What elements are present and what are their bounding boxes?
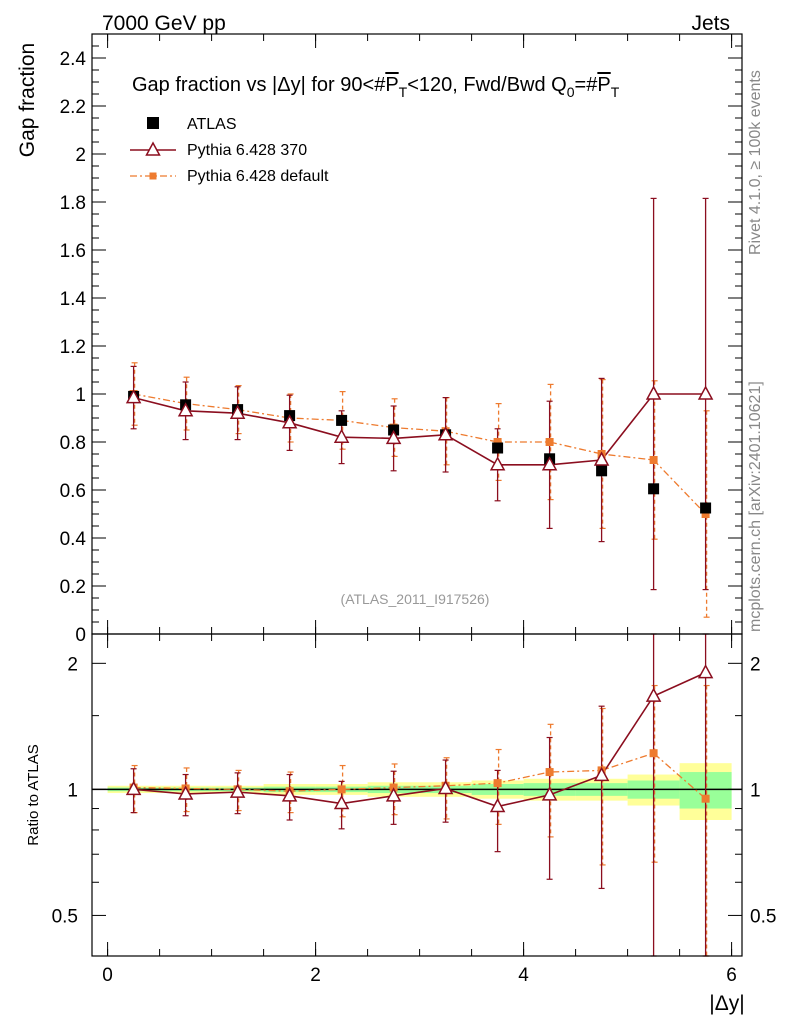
ratio-pythia370-point [699, 666, 712, 678]
rivet-label: Rivet 4.1.0, ≥ 100k events [747, 70, 764, 255]
x-tick-label: 4 [518, 965, 529, 986]
ratio-pythia370-point [647, 689, 660, 701]
atlas-point [596, 465, 607, 476]
legend-pythia370-label: Pythia 6.428 370 [187, 142, 307, 159]
pythia-default-point [650, 456, 658, 464]
pythia370-point [647, 387, 660, 399]
main-y-axis-title: Gap fraction [16, 43, 39, 157]
main-y-tick-label: 1.6 [60, 241, 86, 262]
ratio-pythia-default-point [546, 768, 554, 776]
x-tick-label: 2 [310, 965, 321, 986]
x-tick-label: 0 [102, 965, 113, 986]
legend-pythia370-marker [147, 143, 160, 155]
main-y-tick-label: 2 [75, 145, 86, 166]
main-y-tick-label: 0.8 [60, 433, 86, 454]
main-y-tick-label: 1.4 [60, 289, 87, 310]
legend-atlas-label: ATLAS [187, 116, 237, 133]
gap-fraction-plot: 7000 GeV pp Jets Rivet 4.1.0, ≥ 100k eve… [0, 0, 786, 1024]
legend-pythia-default-label: Pythia 6.428 default [187, 168, 329, 185]
ratio-y-tick-label-right: 1 [750, 780, 761, 801]
main-y-tick-label: 0.2 [60, 577, 86, 598]
ratio-pythia-default-point [702, 795, 710, 803]
atlas-point [700, 503, 711, 514]
pythia370-point [491, 458, 504, 470]
main-y-tick-label: 0.4 [60, 529, 87, 550]
main-y-tick-label: 2.2 [60, 97, 86, 118]
ratio-y-tick-label: 2 [67, 654, 78, 675]
main-y-tick-label: 2.4 [60, 49, 87, 70]
main-y-tick-label: 1 [75, 385, 86, 406]
legend: ATLAS Pythia 6.428 370 Pythia 6.428 defa… [130, 116, 329, 185]
ratio-y-tick-label: 1 [67, 780, 78, 801]
ratio-pythia-default-point [338, 785, 346, 793]
atlas-point [648, 483, 659, 494]
x-axis-title: |Δy| [709, 992, 744, 1015]
main-panel-marks [127, 198, 712, 617]
axes: 0 0.2 0.4 0.6 0.8 1 1.2 1.4 1.6 1.8 2 2.2 2.4 0 2 4 6 0.5… [52, 34, 777, 986]
ratio-y-axis-title: Ratio to ATLAS [25, 744, 42, 845]
ratio-y-tick-label-right: 2 [750, 654, 761, 675]
plot-title: Gap fraction vs |Δy| for 90<#PT<120, Fwd… [132, 74, 620, 100]
mcplots-label: mcplots.cern.ch [arXiv:2401.10621] [747, 381, 764, 632]
analysis-id-label: (ATLAS_2011_I917526) [341, 591, 490, 607]
legend-atlas-marker [147, 117, 159, 129]
main-y-tick-label: 1.8 [60, 193, 86, 214]
x-tick-label: 6 [726, 965, 737, 986]
ratio-y-tick-label: 0.5 [52, 906, 78, 927]
legend-pythia-default-marker [150, 173, 157, 180]
process-label: Jets [691, 12, 730, 35]
energy-label: 7000 GeV pp [102, 12, 226, 35]
atlas-point [492, 443, 503, 454]
ratio-pythia370-point [595, 768, 608, 780]
ratio-pythia-default-point [494, 779, 502, 787]
ratio-y-tick-label-right: 0.5 [750, 906, 776, 927]
atlas-point [336, 415, 347, 426]
main-y-tick-label: 0.6 [60, 481, 86, 502]
main-y-tick-label: 0 [75, 625, 86, 646]
pythia-default-point [546, 438, 554, 446]
main-y-tick-label: 1.2 [60, 337, 86, 358]
ratio-pythia-default-point [650, 749, 658, 757]
pythia370-point [699, 387, 712, 399]
